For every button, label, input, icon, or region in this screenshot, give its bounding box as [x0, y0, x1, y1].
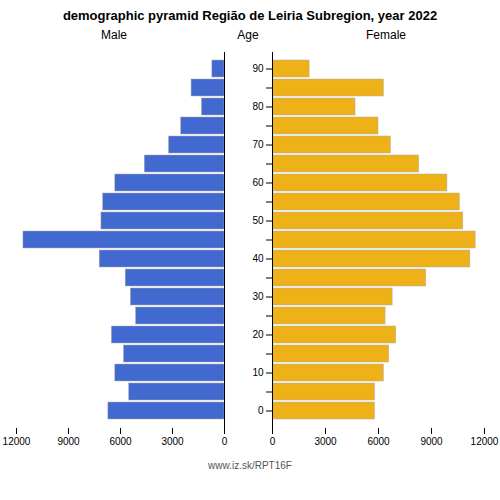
svg-text:30: 30	[252, 291, 264, 302]
svg-text:90: 90	[252, 63, 264, 74]
svg-text:10: 10	[252, 367, 264, 378]
html-text:Age: Age	[237, 28, 259, 42]
svg-text:50: 50	[252, 215, 264, 226]
svg-text:3000: 3000	[314, 436, 337, 447]
svg-text:12000: 12000	[471, 436, 499, 447]
svg-text:12000: 12000	[3, 436, 31, 447]
svg-text:80: 80	[252, 101, 264, 112]
svg-text:20: 20	[252, 329, 264, 340]
svg-text:6000: 6000	[367, 436, 390, 447]
svg-text:6000: 6000	[109, 436, 132, 447]
html-text:www.iz.sk/RPT16F: www.iz.sk/RPT16F	[208, 460, 292, 471]
svg-text:60: 60	[252, 177, 264, 188]
svg-text:0: 0	[258, 405, 264, 416]
html-text:Male: Male	[101, 28, 127, 42]
html-text:demographic pyramid Região de: demographic pyramid Região de Leiria Sub…	[62, 8, 438, 23]
svg-text:40: 40	[252, 253, 264, 264]
svg-text:9000: 9000	[420, 436, 443, 447]
svg-text:0: 0	[222, 436, 228, 447]
svg-text:9000: 9000	[57, 436, 80, 447]
svg-text:70: 70	[252, 139, 264, 150]
svg-text:0: 0	[270, 436, 276, 447]
html-text:Female: Female	[366, 28, 406, 42]
svg-text:3000: 3000	[161, 436, 184, 447]
